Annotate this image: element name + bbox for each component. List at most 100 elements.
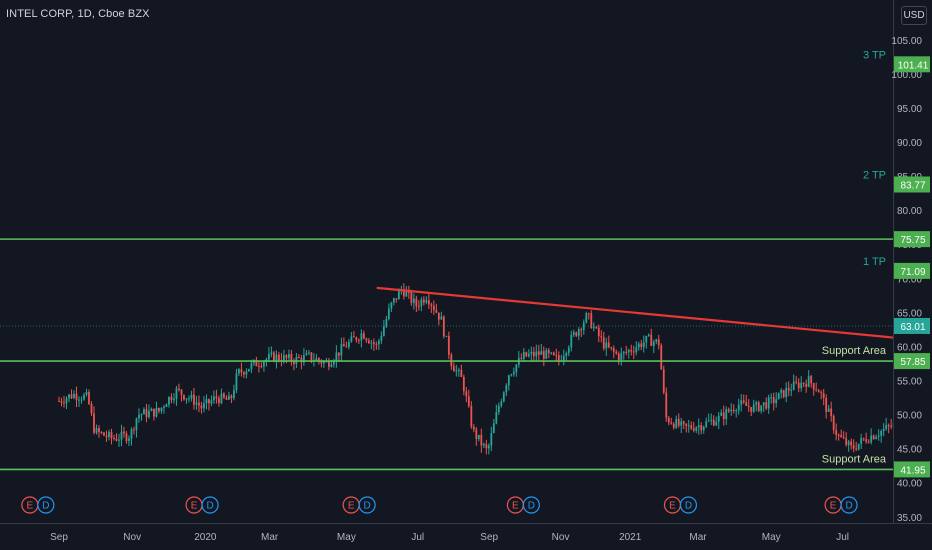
price-tick-label: 35.00: [897, 513, 922, 524]
candle-body: [830, 408, 833, 417]
candle-body: [150, 408, 153, 412]
price-tag: [894, 231, 930, 248]
candle-body: [288, 354, 290, 358]
candle-body: [875, 436, 878, 439]
candle-body: [432, 305, 435, 311]
candle-body: [762, 402, 765, 406]
candle-body: [298, 356, 300, 358]
candle-body: [645, 335, 648, 343]
candle-body: [795, 381, 798, 383]
candle-body: [885, 425, 888, 429]
candle-body: [205, 399, 208, 404]
candle-body: [375, 344, 378, 346]
candle-body: [223, 393, 225, 398]
candle-body: [632, 351, 635, 353]
candle-body: [662, 369, 665, 393]
candle-body: [125, 433, 128, 441]
candle-body: [390, 302, 393, 309]
candle-body: [345, 346, 348, 348]
candle-body: [250, 363, 253, 370]
candle-body: [527, 354, 530, 357]
price-tag: [894, 317, 930, 334]
time-tick-label: Sep: [480, 532, 498, 543]
candle-body: [752, 404, 755, 412]
candle-body: [160, 407, 163, 412]
candle-body: [707, 420, 710, 422]
time-tick-label: 2021: [619, 532, 642, 543]
candle-body: [275, 354, 278, 362]
candle-body: [268, 354, 270, 360]
candle-body: [577, 329, 580, 336]
candle-body: [235, 373, 238, 391]
candle-body: [397, 290, 400, 300]
candle-body: [602, 337, 605, 349]
price-tag-label: 71.09: [900, 267, 925, 278]
candle-body: [148, 411, 150, 417]
candle-body: [877, 435, 880, 437]
candle-body: [95, 428, 98, 433]
price-tick-label: 95.00: [897, 104, 922, 115]
candle-body: [322, 361, 325, 364]
price-tick-label: 105.00: [891, 36, 922, 47]
candle-body: [745, 402, 748, 406]
candle-body: [500, 401, 503, 406]
candle-body: [852, 445, 855, 449]
candle-body: [332, 361, 335, 365]
price-tag-label: 41.95: [900, 465, 925, 476]
candle-body: [542, 351, 545, 359]
candle-body: [540, 351, 543, 355]
candle-body: [445, 335, 448, 337]
candle-body: [650, 334, 653, 346]
badge-letter: E: [830, 501, 837, 512]
candle-body: [665, 392, 668, 418]
candle-body: [492, 423, 495, 434]
candle-body: [755, 402, 758, 405]
candle-body: [610, 347, 613, 349]
price-tag-label: 57.85: [900, 357, 925, 368]
candle-body: [218, 398, 220, 404]
candle-body: [817, 390, 820, 393]
candle-body: [352, 336, 355, 338]
candle-body: [88, 391, 90, 404]
candle-body: [215, 396, 218, 399]
candle-body: [437, 312, 440, 320]
candle-body: [83, 394, 85, 400]
candle-body: [822, 393, 825, 398]
candle-body: [590, 313, 593, 328]
candle-body: [800, 382, 803, 389]
candle-body: [655, 339, 658, 342]
candle-body: [70, 394, 73, 398]
candle-body: [183, 394, 185, 400]
candle-body: [355, 337, 358, 341]
candle-body: [100, 432, 103, 434]
price-tag-label: 75.75: [900, 235, 925, 246]
candle-body: [700, 425, 703, 431]
candle-body: [367, 340, 370, 344]
candle-body: [68, 394, 70, 399]
candle-body: [80, 399, 83, 401]
candle-body: [410, 291, 413, 303]
candle-body: [273, 352, 275, 362]
candle-body: [170, 396, 173, 401]
candle-body: [317, 358, 320, 361]
candle-body: [293, 361, 295, 365]
candle-body: [347, 341, 350, 348]
candle-body: [870, 435, 873, 443]
candle-body: [198, 402, 200, 406]
candle-body: [710, 419, 713, 421]
candle-body: [60, 401, 63, 403]
candle-body: [647, 334, 650, 336]
candle-body: [415, 298, 418, 307]
candle-body: [195, 402, 198, 405]
candle-body: [672, 423, 675, 428]
candle-body: [370, 342, 373, 344]
candle-body: [772, 397, 775, 404]
currency-button[interactable]: USD: [901, 6, 927, 25]
candle-body: [535, 351, 538, 357]
candle-body: [802, 382, 805, 384]
candle-body: [680, 421, 683, 426]
candle-body: [128, 438, 130, 441]
candle-body: [452, 366, 455, 372]
price-tag: [894, 461, 930, 478]
